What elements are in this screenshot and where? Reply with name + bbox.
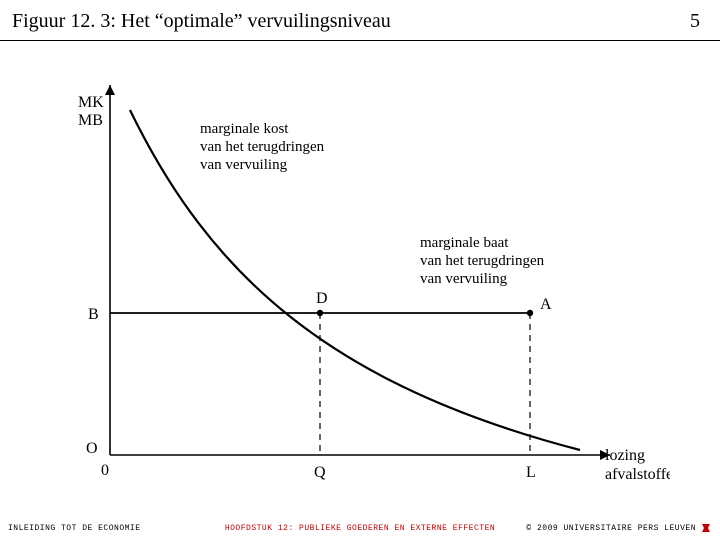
- svg-text:MB: MB: [78, 112, 103, 129]
- footer-right-wrap: © 2009 UNIVERSITAIRE PERS LEUVEN: [526, 522, 712, 534]
- svg-text:lozing: lozing: [605, 447, 645, 464]
- svg-text:L: L: [526, 464, 536, 481]
- footer-right: © 2009 UNIVERSITAIRE PERS LEUVEN: [526, 524, 696, 533]
- publisher-logo-icon: [700, 522, 712, 534]
- svg-text:afvalstoffen: afvalstoffen: [605, 466, 670, 483]
- svg-text:0: 0: [101, 462, 109, 479]
- svg-text:B: B: [88, 306, 99, 323]
- svg-text:marginale baat: marginale baat: [420, 235, 509, 251]
- footer-left: INLEIDING TOT DE ECONOMIE: [8, 524, 141, 533]
- chart-container: MKMB lozing afvalstoffen O0 B D A Q Lmarginale k…: [50, 55, 670, 505]
- svg-text:marginale kost: marginale kost: [200, 121, 289, 137]
- svg-text:A: A: [540, 296, 552, 313]
- footer-center-text: HOOFDSTUK 12: PUBLIEKE GOEDEREN EN EXTER…: [225, 524, 495, 533]
- figure-title: Figuur 12. 3: Het “optimale” vervuilings…: [12, 10, 391, 33]
- chart-svg: MKMB lozing afvalstoffen O0 B D A Q Lmarginale k…: [50, 55, 670, 505]
- page-number: 5: [690, 10, 700, 33]
- svg-text:van het terugdringen: van het terugdringen: [420, 253, 545, 269]
- svg-text:D: D: [316, 290, 328, 307]
- svg-text:van vervuiling: van vervuiling: [200, 157, 288, 173]
- svg-text:O: O: [86, 440, 98, 457]
- slide-root: Figuur 12. 3: Het “optimale” vervuilings…: [0, 0, 720, 540]
- svg-text:van het terugdringen: van het terugdringen: [200, 139, 325, 155]
- footer: INLEIDING TOT DE ECONOMIE HOOFDSTUK 12: …: [0, 522, 720, 534]
- svg-text:MK: MK: [78, 94, 104, 111]
- svg-text:van vervuiling: van vervuiling: [420, 271, 508, 287]
- title-underline: [0, 40, 720, 41]
- svg-text:Q: Q: [314, 464, 326, 481]
